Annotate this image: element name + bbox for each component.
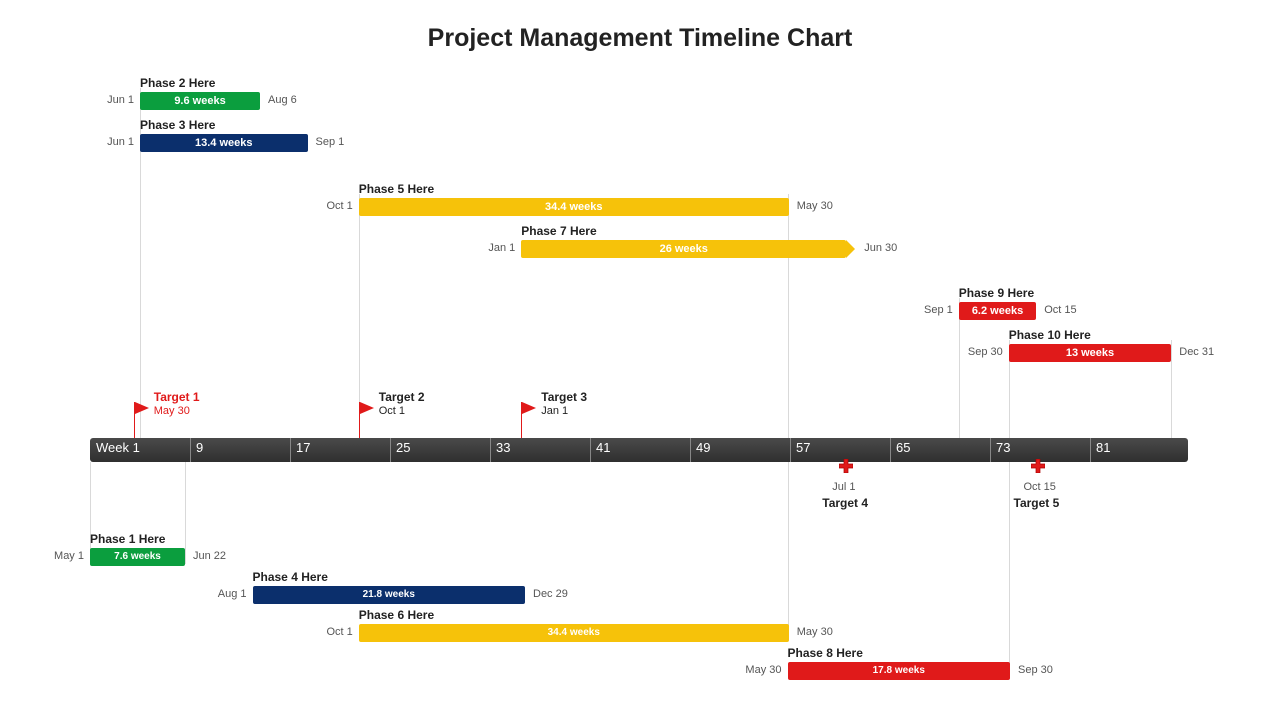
gridline — [1171, 340, 1172, 438]
phase-start-date: Jan 1 — [488, 242, 515, 254]
phase-name: Phase 6 Here — [359, 608, 434, 622]
target-date: Oct 15 — [1024, 481, 1056, 493]
phase-bar-arrow — [846, 240, 855, 258]
target-date: Jan 1 — [541, 405, 568, 417]
phase-end-date: Jun 22 — [193, 550, 226, 562]
phase-bar: 26 weeks — [521, 240, 846, 258]
phase-start-date: Oct 1 — [326, 200, 352, 212]
phase-start-date: Sep 1 — [924, 304, 953, 316]
phase-end-date: May 30 — [797, 200, 833, 212]
phase-start-date: Aug 1 — [218, 588, 247, 600]
phase-name: Phase 9 Here — [959, 286, 1034, 300]
target-name: Target 1 — [154, 390, 200, 404]
phase-bar: 9.6 weeks — [140, 92, 260, 110]
phase-start-date: May 1 — [54, 550, 84, 562]
target-name: Target 5 — [1014, 496, 1060, 510]
axis-tick — [490, 438, 491, 462]
axis-tick-label: 33 — [496, 440, 510, 455]
target-date: Jul 1 — [832, 481, 855, 493]
phase-start-date: Sep 30 — [968, 346, 1003, 358]
phase-end-date: Aug 6 — [268, 94, 297, 106]
phase-name: Phase 1 Here — [90, 532, 165, 546]
phase-start-date: May 30 — [745, 664, 781, 676]
axis-tick-label: 41 — [596, 440, 610, 455]
axis-tick — [390, 438, 391, 462]
axis-tick — [190, 438, 191, 462]
phase-bar: 13.4 weeks — [140, 134, 308, 152]
phase-name: Phase 7 Here — [521, 224, 596, 238]
phase-bar: 34.4 weeks — [359, 198, 789, 216]
axis-tick — [590, 438, 591, 462]
phase-bar: 17.8 weeks — [788, 662, 1011, 680]
target-flag-icon — [522, 402, 536, 414]
phase-start-date: Oct 1 — [326, 626, 352, 638]
target-name: Target 2 — [379, 390, 425, 404]
phase-start-date: Jun 1 — [107, 136, 134, 148]
phase-bar: 34.4 weeks — [359, 624, 789, 642]
phase-end-date: May 30 — [797, 626, 833, 638]
phase-end-date: Sep 30 — [1018, 664, 1053, 676]
phase-end-date: Oct 15 — [1044, 304, 1076, 316]
phase-name: Phase 8 Here — [788, 646, 863, 660]
axis-tick-label: 57 — [796, 440, 810, 455]
phase-name: Phase 4 Here — [253, 570, 328, 584]
phase-bar: 6.2 weeks — [959, 302, 1037, 320]
axis-tick-label: 25 — [396, 440, 410, 455]
phase-name: Phase 5 Here — [359, 182, 434, 196]
phase-end-date: Dec 31 — [1179, 346, 1214, 358]
phase-bar: 7.6 weeks — [90, 548, 185, 566]
target-flag-icon — [135, 402, 149, 414]
target-cross-icon — [839, 459, 853, 473]
phase-bar: 13 weeks — [1009, 344, 1172, 362]
phase-name: Phase 10 Here — [1009, 328, 1091, 342]
axis-tick — [690, 438, 691, 462]
gridline — [788, 194, 789, 438]
target-date: May 30 — [154, 405, 190, 417]
phase-end-date: Sep 1 — [316, 136, 345, 148]
target-date: Oct 1 — [379, 405, 405, 417]
axis-tick-label: 17 — [296, 440, 310, 455]
axis-tick-label: Week 1 — [96, 440, 140, 455]
phase-start-date: Jun 1 — [107, 94, 134, 106]
phase-end-date: Dec 29 — [533, 588, 568, 600]
axis-tick — [290, 438, 291, 462]
axis-tick-label: 49 — [696, 440, 710, 455]
axis-tick — [990, 438, 991, 462]
axis-tick-label: 73 — [996, 440, 1010, 455]
axis-tick-label: 81 — [1096, 440, 1110, 455]
phase-name: Phase 2 Here — [140, 76, 215, 90]
phase-end-date: Jun 30 — [864, 242, 897, 254]
phase-name: Phase 3 Here — [140, 118, 215, 132]
axis-tick — [790, 438, 791, 462]
target-name: Target 4 — [822, 496, 868, 510]
target-name: Target 3 — [541, 390, 587, 404]
axis-tick — [1090, 438, 1091, 462]
axis-tick-label: 65 — [896, 440, 910, 455]
target-flag-icon — [360, 402, 374, 414]
gridline — [788, 462, 789, 640]
gridline — [1009, 462, 1010, 678]
gridline — [185, 462, 186, 564]
timeline-axis: Week 1 9 17 25 33 41 49 57 65 73 81 — [90, 438, 1188, 462]
target-cross-icon — [1031, 459, 1045, 473]
phase-bar: 21.8 weeks — [253, 586, 526, 604]
axis-tick-label: 9 — [196, 440, 203, 455]
axis-tick — [890, 438, 891, 462]
chart-title: Project Management Timeline Chart — [0, 24, 1280, 53]
